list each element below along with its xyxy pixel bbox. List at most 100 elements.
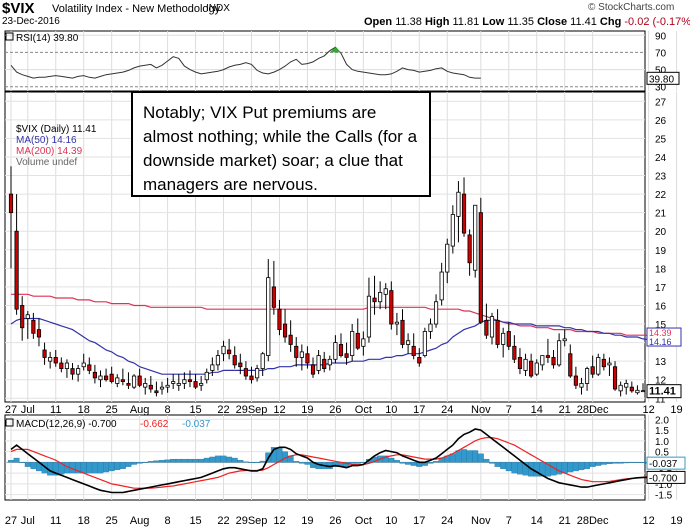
candle-body — [249, 375, 254, 381]
macd-histogram-bar — [304, 462, 311, 465]
macd-histogram-bar — [427, 462, 434, 464]
price-y-tick-label: 15 — [655, 320, 667, 331]
price-x-tick-label: 19 — [670, 404, 682, 416]
candle-body — [266, 277, 271, 356]
macd-hist-last-label: -0.037 — [649, 459, 678, 470]
macd-histogram-bar — [203, 457, 210, 463]
macd-histogram-bar — [405, 462, 412, 465]
candle-body — [333, 342, 338, 360]
macd-x-tick-label: 28Dec — [577, 515, 609, 527]
candle-body — [596, 357, 601, 375]
macd-x-tick-label: 25 — [106, 515, 118, 527]
candle-body — [445, 243, 450, 273]
macd-histogram-bar — [634, 462, 641, 463]
candle-body — [629, 386, 634, 392]
price-y-tick-label: 25 — [655, 134, 667, 145]
rsi-panel-frame — [4, 30, 646, 92]
macd-x-tick-label: 18 — [78, 515, 90, 527]
macd-histogram-bar — [567, 462, 574, 473]
macd-histogram-bar — [606, 462, 613, 464]
candle-body — [338, 344, 344, 356]
rsi-line — [10, 46, 481, 79]
open-label: Open — [364, 16, 393, 28]
candle-body — [383, 288, 388, 295]
macd-histogram-bar — [489, 462, 495, 464]
candle-body — [568, 353, 573, 377]
rsi-y-tick-label: 90 — [655, 31, 667, 42]
candle-body — [8, 193, 14, 214]
price-legend-item: Volume undef — [16, 157, 77, 168]
macd-histogram-bar — [561, 462, 568, 474]
macd-y-tick-label: 2.0 — [655, 415, 669, 426]
candle-body — [540, 355, 545, 366]
price-x-tick-label: 22 — [217, 404, 229, 416]
macd-last-label: -0.700 — [649, 473, 678, 484]
candle-body — [372, 297, 377, 303]
candle-body — [478, 212, 483, 323]
macd-histogram-bar — [125, 462, 132, 467]
macd-histogram-bar — [254, 462, 261, 463]
macd-histogram-bar — [556, 462, 563, 475]
high-value: 11.81 — [452, 16, 480, 28]
macd-histogram-bar — [617, 462, 624, 464]
candle-body — [467, 234, 472, 264]
macd-histogram-bar — [242, 461, 249, 463]
candle-body — [210, 364, 215, 371]
candle-body — [551, 357, 556, 366]
macd-x-tick-label: 22 — [217, 515, 229, 527]
macd-histogram-bar — [119, 462, 126, 469]
macd-histogram-bar — [175, 458, 182, 463]
macd-histogram-bar — [410, 462, 417, 466]
price-x-tick-label: 17 — [413, 404, 425, 416]
macd-histogram-bar — [399, 462, 406, 464]
price-y-tick-label: 16 — [655, 301, 667, 312]
macd-histogram-bar — [198, 458, 205, 463]
candle-body — [411, 345, 416, 356]
price-x-tick-label: 26 — [329, 404, 341, 416]
candle-body — [14, 230, 19, 310]
macd-y-tick-label: 0.5 — [655, 448, 669, 459]
price-x-tick-label: 12 — [642, 404, 654, 416]
candle-body — [327, 358, 332, 366]
rsi-legend-checkbox-icon — [5, 32, 14, 41]
price-y-tick-label: 24 — [655, 153, 667, 164]
chg-value: -0.02 (-0.17%) — [624, 16, 690, 28]
candle-body — [277, 308, 282, 331]
macd-x-tick-label: 10 — [385, 515, 397, 527]
quote-line: Open 11.38 High 11.81 Low 11.35 Close 11… — [364, 16, 690, 28]
candle-body — [104, 375, 109, 381]
candle-body — [20, 305, 25, 329]
price-y-tick-label: 18 — [655, 264, 667, 275]
macd-histogram-bar — [159, 460, 165, 463]
macd-histogram-bar — [153, 460, 160, 463]
macd-x-tick-label: 12 — [642, 515, 654, 527]
last-price-label: 11.41 — [649, 386, 676, 398]
macd-x-tick-label: Jul — [21, 515, 35, 527]
candle-body — [590, 366, 595, 375]
candle-body — [59, 362, 64, 369]
candle-body — [501, 332, 506, 345]
macd-histogram-bar — [511, 462, 518, 474]
candle-body — [428, 323, 433, 332]
price-x-tick-label: 24 — [441, 404, 453, 416]
annotation-box: Notably; VIX Put premiums are almost not… — [131, 91, 431, 197]
candle-body — [422, 331, 427, 356]
macd-x-tick-label: 19 — [301, 515, 313, 527]
price-legend-item: MA(200) 14.39 — [16, 146, 83, 157]
macd-histogram-bar — [500, 462, 507, 469]
ma50-last-label: 14.16 — [649, 337, 672, 347]
rsi-overbought-fill — [329, 47, 341, 53]
price-y-tick-label: 11 — [655, 394, 666, 405]
candle-body — [25, 314, 30, 319]
candle-body — [204, 371, 209, 381]
rsi-legend: RSI(14) 39.80 — [16, 33, 79, 44]
price-y-tick-label: 20 — [655, 227, 667, 238]
macd-histogram-bar — [505, 462, 512, 472]
macd-histogram-bar — [19, 462, 26, 463]
macd-histogram-bar — [293, 461, 300, 463]
macd-x-tick-label: 29Sep — [236, 515, 268, 527]
chart-header: $VIX Volatility Index - New Methodology … — [0, 0, 690, 28]
exchange-label: INDX — [206, 3, 230, 14]
macd-histogram-bar — [226, 456, 233, 463]
chart-date: 23-Dec-2016 — [2, 16, 60, 27]
